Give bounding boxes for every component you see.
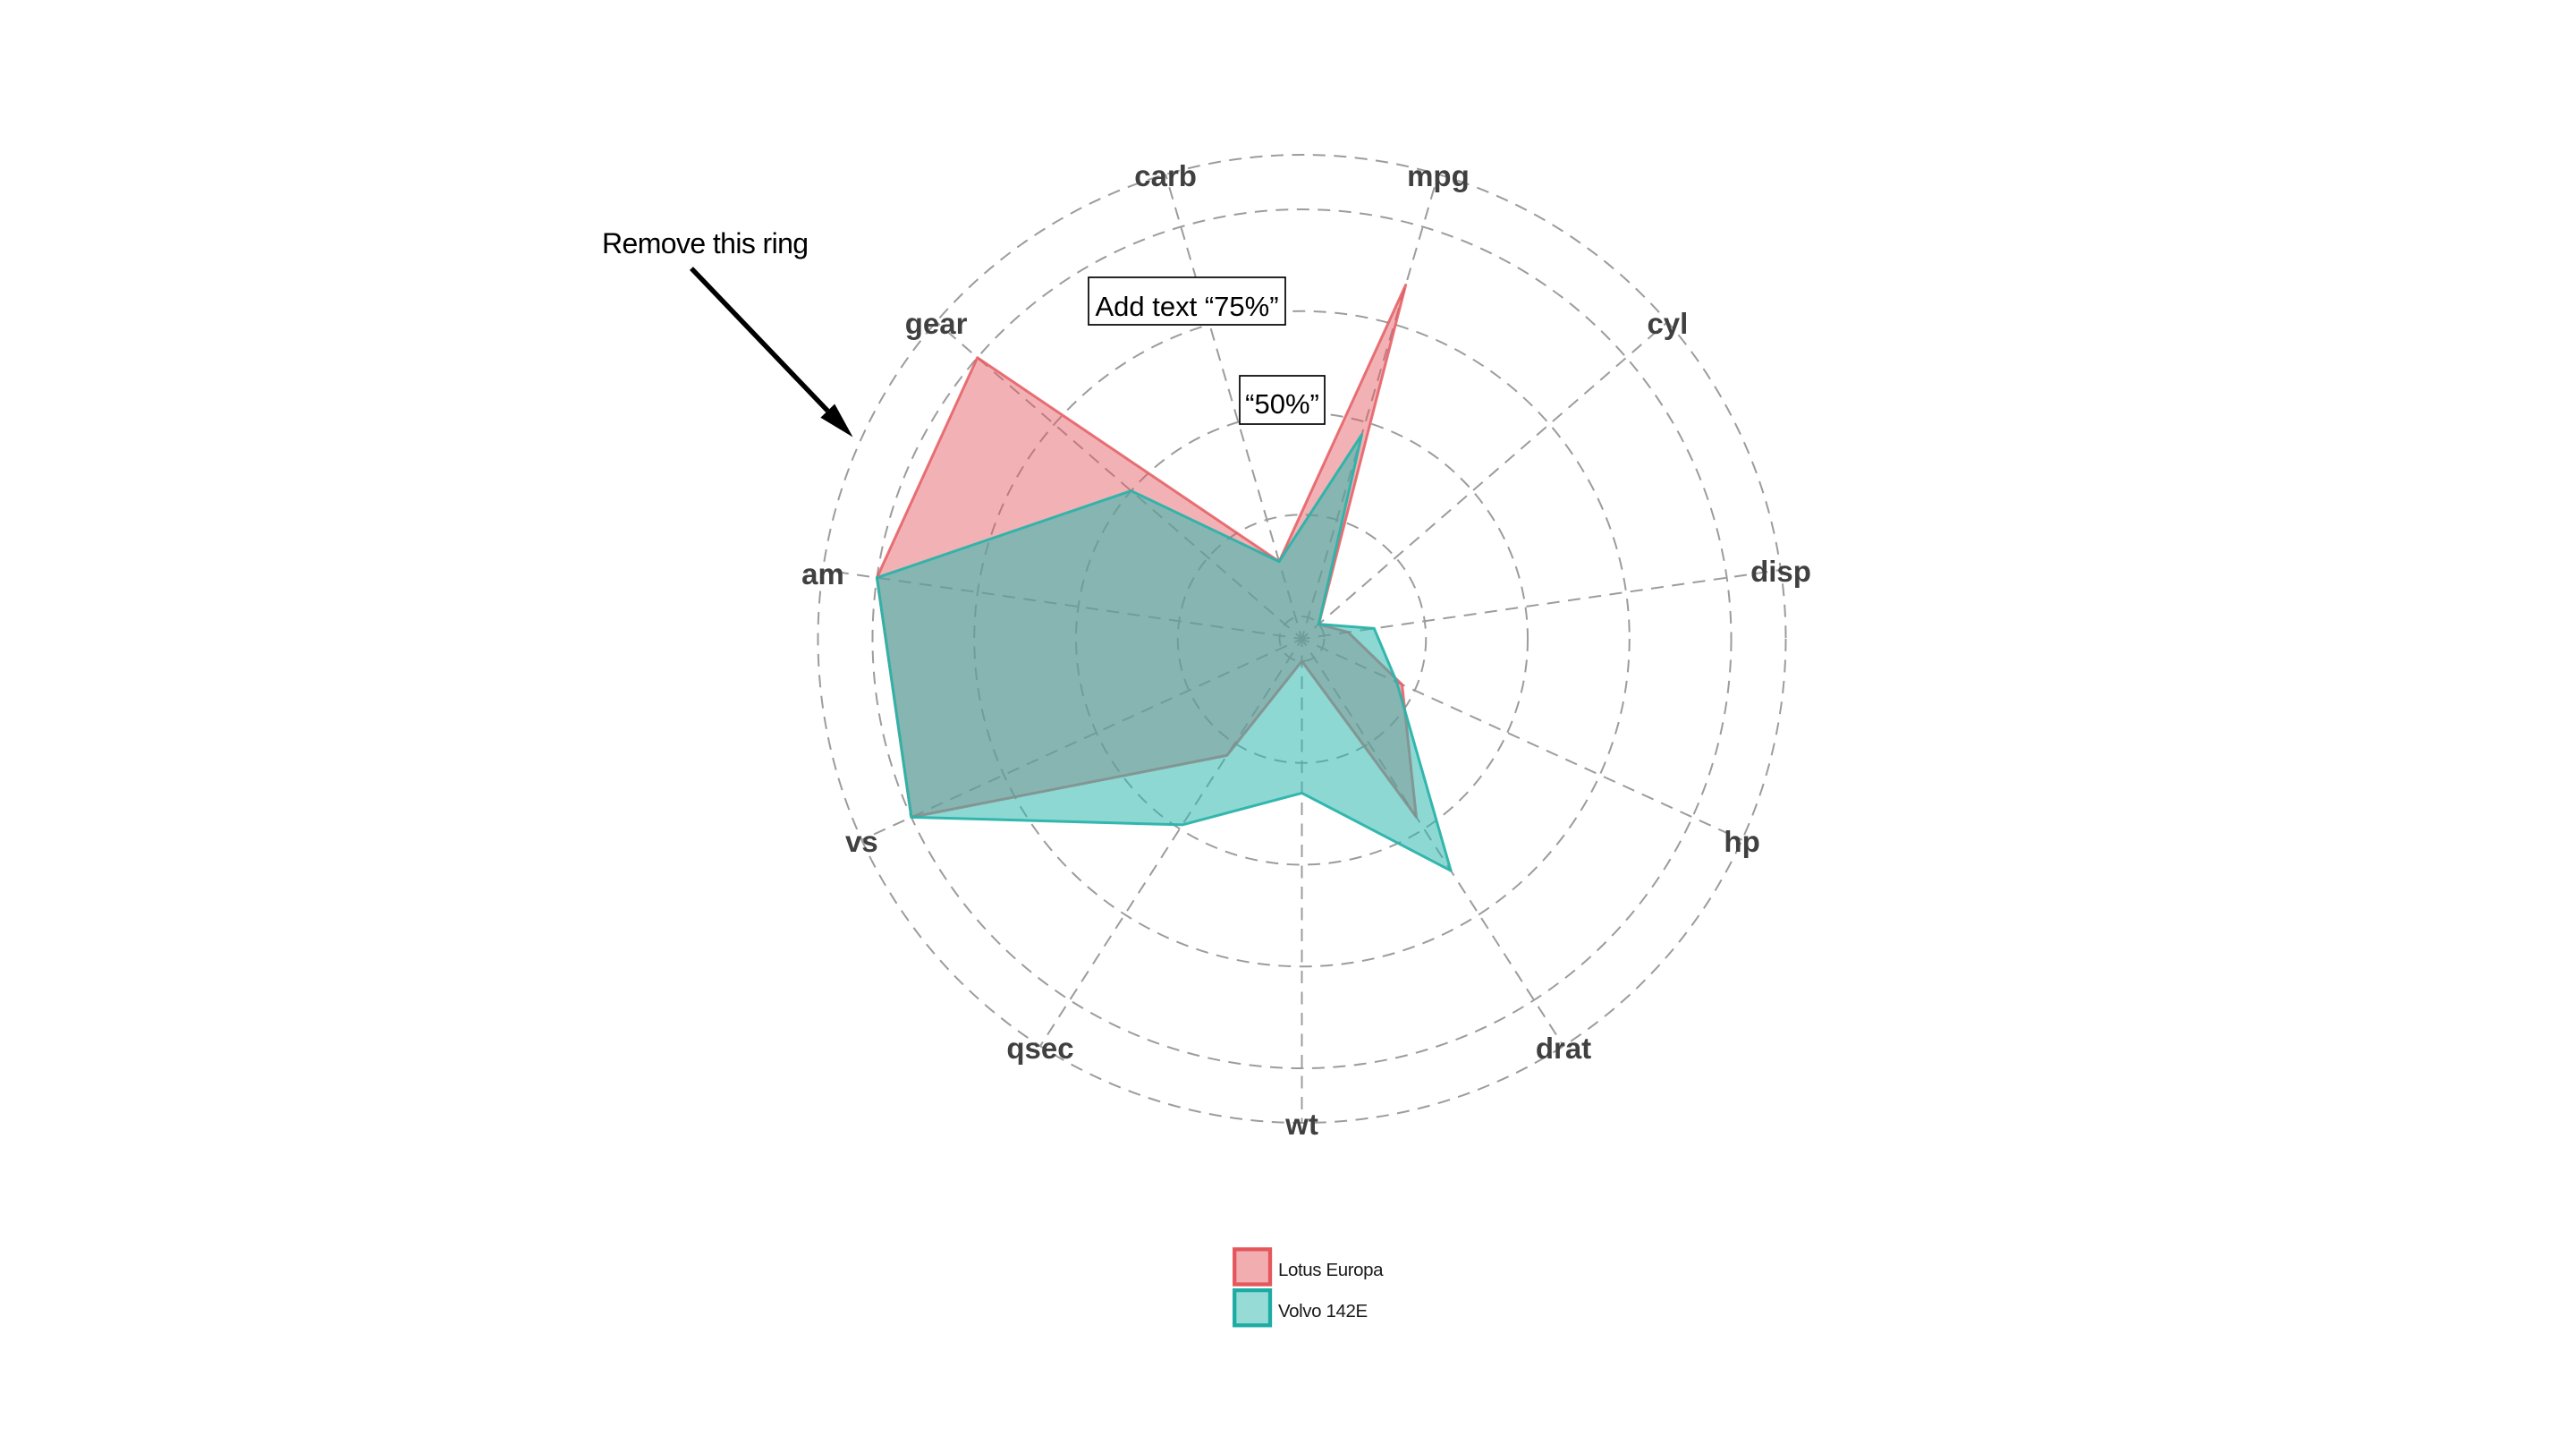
- svg-text:mpg: mpg: [1407, 159, 1470, 192]
- svg-text:qsec: qsec: [1006, 1032, 1073, 1065]
- svg-text:Add text “75%”: Add text “75%”: [1095, 291, 1278, 322]
- svg-text:Volvo 142E: Volvo 142E: [1278, 1301, 1368, 1321]
- svg-text:“50%”: “50%”: [1245, 388, 1319, 420]
- svg-text:am: am: [801, 557, 844, 591]
- svg-text:vs: vs: [845, 825, 878, 858]
- svg-text:Remove this ring: Remove this ring: [602, 227, 809, 259]
- svg-text:Lotus Europa: Lotus Europa: [1278, 1260, 1384, 1280]
- svg-text:disp: disp: [1750, 555, 1811, 588]
- svg-text:drat: drat: [1536, 1032, 1591, 1065]
- svg-text:cyl: cyl: [1647, 307, 1688, 340]
- svg-text:gear: gear: [905, 307, 968, 340]
- svg-text:wt: wt: [1284, 1108, 1318, 1141]
- svg-text:hp: hp: [1724, 825, 1759, 858]
- svg-text:carb: carb: [1134, 159, 1197, 192]
